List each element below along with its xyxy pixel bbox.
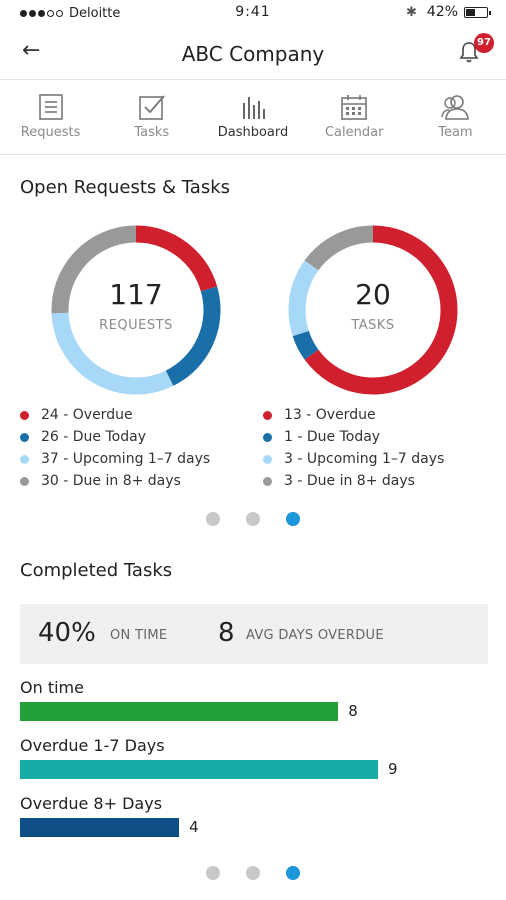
tasks-donut-svg: [288, 225, 458, 395]
upcoming-dot: [263, 454, 272, 464]
tasks-label: TASKS: [351, 318, 395, 333]
status-bar: Deloitte 9:41 ✱ 42%: [0, 0, 506, 26]
legend-text: 3 - Due in 8+ days: [284, 473, 415, 489]
avg-days-label: AVG DAYS OVERDUE: [246, 628, 384, 643]
legend-item: 26 - Due Today: [20, 426, 210, 448]
tab-label: Tasks: [134, 125, 170, 140]
requests-total: 117: [109, 278, 163, 311]
page-dot[interactable]: [246, 866, 260, 880]
requests-legend: 24 - Overdue 26 - Due Today 37 - Upcomin…: [20, 404, 210, 492]
legend-item: 3 - Due in 8+ days: [263, 470, 444, 492]
on-time-bar: [20, 702, 339, 721]
due-today-slice: [292, 330, 319, 360]
carrier-name: Deloitte: [69, 5, 121, 21]
on-time-bar-value: 8: [348, 702, 358, 720]
checkbox-icon: [138, 95, 165, 120]
upcoming-slice: [288, 260, 319, 337]
legend-item: 1 - Due Today: [263, 426, 444, 448]
overdue-slice: [304, 225, 458, 395]
overdue-8-plus-bar-label: Overdue 8+ Days: [20, 794, 163, 813]
bell-icon[interactable]: [458, 40, 480, 64]
requests-donut-chart: 117 REQUESTS: [48, 222, 224, 398]
due-today-dot: [263, 432, 272, 442]
tab-requests[interactable]: Requests: [0, 81, 101, 154]
overdue-1-7-bar: [20, 760, 378, 779]
page-dot-active[interactable]: [286, 512, 300, 526]
open-section-title: Open Requests & Tasks: [20, 177, 230, 198]
signal-icon: [20, 5, 65, 21]
status-right: ✱ 42%: [405, 4, 491, 20]
legend-text: 24 - Overdue: [41, 407, 133, 423]
legend-item: 37 - Upcoming 1–7 days: [20, 448, 210, 470]
overdue-8-plus-bar: [20, 818, 180, 837]
completed-section-title: Completed Tasks: [20, 560, 173, 581]
overdue-1-7-bar-value: 9: [388, 760, 398, 778]
on-time-bar-label: On time: [20, 678, 84, 697]
legend-text: 30 - Due in 8+ days: [41, 473, 181, 489]
carrier: Deloitte: [20, 5, 120, 21]
calendar-icon: [341, 95, 368, 120]
due-today-slice: [165, 286, 221, 386]
bluetooth-icon: ✱: [405, 4, 417, 20]
tab-calendar[interactable]: Calendar: [304, 81, 405, 154]
due-today-dot: [20, 432, 29, 442]
on-time-percent: 40%: [38, 618, 96, 648]
requests-label: REQUESTS: [99, 318, 173, 333]
tasks-donut-chart: 20 TASKS: [285, 222, 461, 398]
tab-label: Calendar: [324, 125, 384, 140]
overdue-dot: [20, 410, 29, 420]
upcoming-dot: [20, 454, 29, 464]
avg-days-value: 8: [218, 618, 235, 648]
on-time-label: ON TIME: [110, 628, 168, 643]
page-dot[interactable]: [206, 866, 220, 880]
overdue-1-7-bar-label: Overdue 1-7 Days: [20, 736, 165, 755]
legend-item: 24 - Overdue: [20, 404, 210, 426]
tab-team[interactable]: Team: [405, 81, 506, 154]
app-header: ← ABC Company 97: [0, 26, 506, 80]
page-dot[interactable]: [246, 512, 260, 526]
page-indicator-bottom: [0, 866, 506, 880]
legend-text: 3 - Upcoming 1–7 days: [284, 451, 445, 467]
tab-dashboard[interactable]: Dashboard: [202, 81, 303, 154]
overdue-8-plus-bar-value: 4: [189, 818, 199, 836]
team-icon: [441, 95, 470, 120]
overdue-slice: [135, 225, 218, 292]
legend-item: 3 - Upcoming 1–7 days: [263, 448, 444, 470]
legend-item: 13 - Overdue: [263, 404, 444, 426]
due-later-slice: [304, 225, 374, 271]
requests-donut-svg: [51, 225, 221, 395]
overdue-dot: [263, 410, 272, 420]
upcoming-slice: [51, 312, 174, 395]
page-dot-active[interactable]: [286, 866, 300, 880]
tab-label: Team: [438, 125, 473, 140]
bar-chart-icon: [243, 97, 265, 119]
tab-tasks[interactable]: Tasks: [101, 81, 202, 154]
due-later-dot: [263, 476, 272, 486]
legend-text: 13 - Overdue: [284, 407, 376, 423]
completed-stats-box: 40% ON TIME 8 AVG DAYS OVERDUE: [20, 604, 488, 664]
due-later-dot: [20, 476, 29, 486]
notification-badge[interactable]: 97: [474, 33, 494, 53]
tasks-total: 20: [355, 278, 391, 311]
list-icon: [38, 94, 63, 120]
legend-item: 30 - Due in 8+ days: [20, 470, 210, 492]
tasks-legend: 13 - Overdue 1 - Due Today 3 - Upcoming …: [263, 404, 444, 492]
due-later-slice: [51, 225, 137, 314]
legend-text: 37 - Upcoming 1–7 days: [41, 451, 211, 467]
battery-percent: 42%: [426, 4, 458, 20]
clock: 9:41: [235, 4, 271, 20]
page-dot[interactable]: [206, 512, 220, 526]
tab-label: Requests: [20, 125, 81, 140]
page-indicator-top: [0, 512, 506, 526]
page-title: ABC Company: [181, 42, 325, 66]
battery-icon: [464, 6, 491, 18]
back-arrow-icon[interactable]: ←: [22, 38, 41, 63]
legend-text: 1 - Due Today: [284, 429, 381, 445]
tab-label: Dashboard: [217, 125, 289, 140]
legend-text: 26 - Due Today: [41, 429, 146, 445]
tab-bar: Requests Tasks Dashboard Calendar: [0, 81, 506, 155]
